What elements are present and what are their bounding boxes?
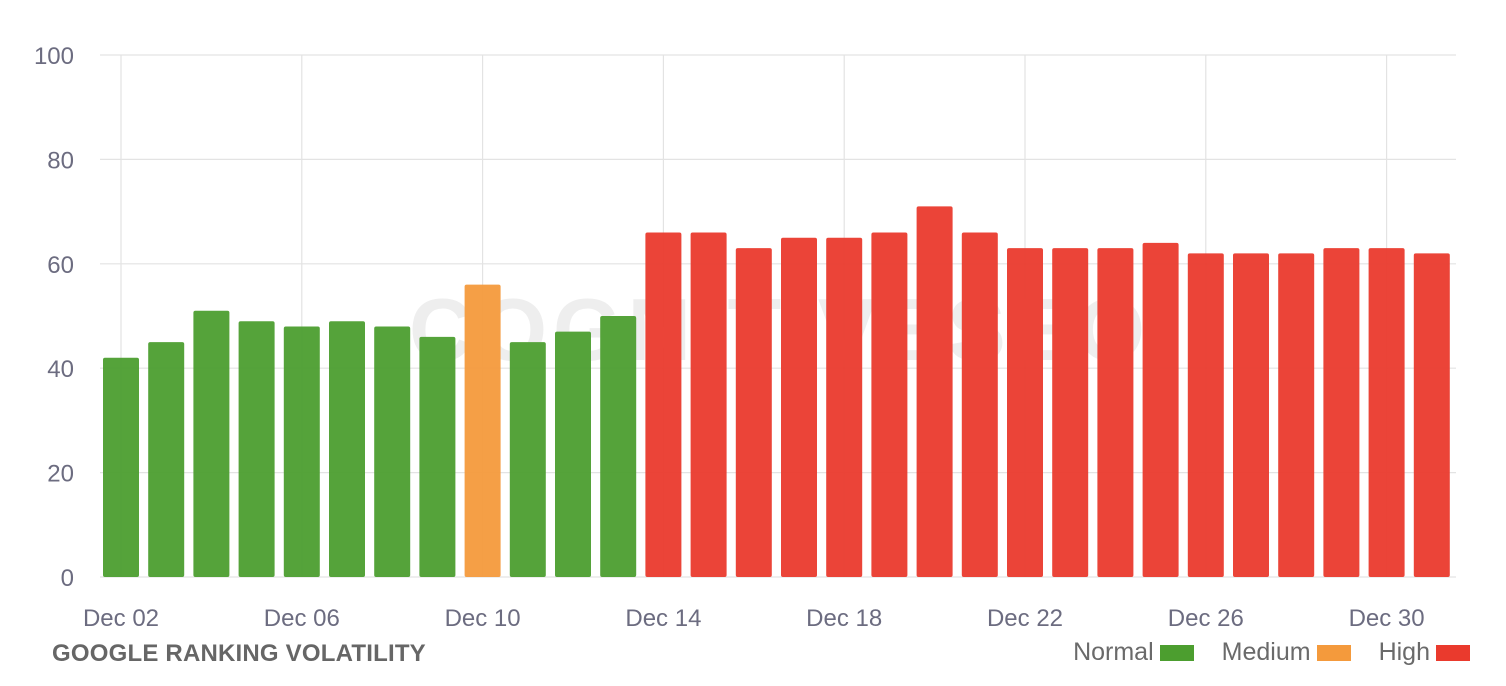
bar-dec-10[interactable]: [464, 284, 501, 577]
bar-dec-15[interactable]: [690, 232, 727, 578]
y-tick-label: 20: [47, 461, 74, 488]
x-tick-label: Dec 22: [987, 605, 1063, 632]
legend-item-normal[interactable]: Normal: [1073, 638, 1194, 667]
y-axis-ticks: 0 20 40 60 80 100: [34, 43, 74, 592]
y-tick-label: 0: [61, 565, 74, 592]
bar-dec-13[interactable]: [600, 316, 637, 577]
legend: Normal Medium High: [1045, 638, 1470, 667]
bar-dec-05[interactable]: [238, 321, 275, 577]
x-tick-label: Dec 26: [1168, 605, 1244, 632]
bar-dec-22[interactable]: [1007, 248, 1043, 577]
legend-swatch-high: [1436, 644, 1470, 661]
x-tick-label: Dec 06: [264, 605, 340, 632]
y-tick-label: 80: [47, 147, 74, 174]
y-tick-label: 40: [47, 356, 74, 383]
bar-dec-08[interactable]: [374, 326, 411, 577]
bar-dec-03[interactable]: [148, 342, 185, 577]
bar-dec-17[interactable]: [781, 237, 817, 577]
bars: [103, 206, 1450, 578]
bar-dec-09[interactable]: [419, 336, 456, 577]
legend-item-high[interactable]: High: [1379, 638, 1470, 667]
bar-dec-12[interactable]: [555, 331, 591, 577]
bar-dec-20[interactable]: [916, 206, 953, 577]
legend-label-normal: Normal: [1073, 638, 1154, 666]
x-axis-ticks: Dec 02 Dec 06 Dec 10 Dec 14 Dec 18 Dec 22 Dec …: [83, 605, 1425, 632]
x-tick-label: Dec 14: [625, 605, 701, 632]
bar-dec-14[interactable]: [645, 232, 682, 578]
bar-dec-29[interactable]: [1323, 248, 1360, 577]
y-tick-label: 100: [34, 43, 74, 70]
bar-dec-04[interactable]: [193, 310, 230, 577]
bar-dec-07[interactable]: [329, 321, 365, 577]
bar-dec-19[interactable]: [871, 232, 908, 578]
y-tick-label: 60: [47, 252, 74, 279]
bar-dec-28[interactable]: [1278, 253, 1315, 578]
bar-dec-30[interactable]: [1368, 248, 1405, 577]
x-tick-label: Dec 02: [83, 605, 159, 632]
bar-dec-11[interactable]: [509, 342, 546, 577]
legend-swatch-normal: [1159, 644, 1194, 661]
chart-title: GOOGLE RANKING VOLATILITY: [52, 640, 426, 667]
bar-dec-16[interactable]: [735, 248, 772, 577]
bar-dec-27[interactable]: [1233, 253, 1269, 578]
bar-dec-02[interactable]: [103, 357, 139, 577]
bar-dec-18[interactable]: [826, 237, 863, 577]
bar-dec-23[interactable]: [1052, 248, 1089, 577]
legend-label-medium: Medium: [1221, 638, 1311, 666]
bar-dec-26[interactable]: [1187, 253, 1224, 578]
bar-dec-21[interactable]: [961, 232, 998, 578]
bar-dec-31[interactable]: [1413, 253, 1450, 578]
x-tick-label: Dec 10: [445, 605, 521, 632]
bar-dec-25[interactable]: [1142, 242, 1179, 578]
bar-dec-24[interactable]: [1097, 248, 1134, 577]
legend-label-high: High: [1378, 638, 1430, 666]
x-tick-label: Dec 18: [806, 605, 882, 632]
bar-dec-06[interactable]: [283, 326, 320, 577]
x-tick-label: Dec 30: [1349, 605, 1425, 632]
legend-item-medium[interactable]: Medium: [1222, 638, 1351, 667]
legend-swatch-medium: [1316, 644, 1351, 661]
